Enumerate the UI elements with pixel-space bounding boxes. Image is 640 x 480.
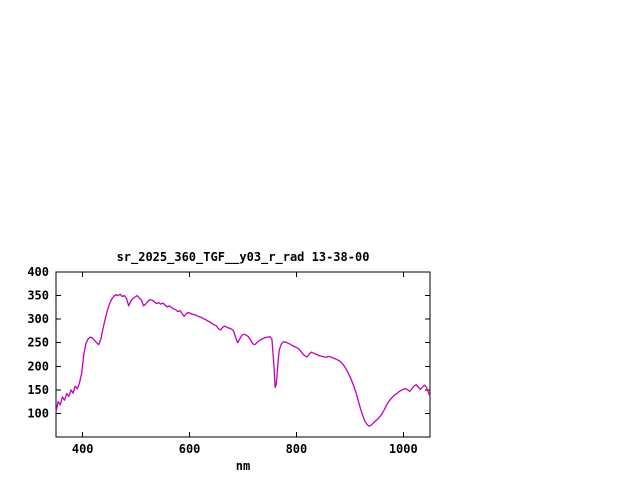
y-tick-label: 300 [27, 312, 49, 326]
x-tick-label: 600 [179, 442, 201, 456]
y-tick-label: 150 [27, 383, 49, 397]
y-tick-label: 200 [27, 359, 49, 373]
y-tick-label: 100 [27, 406, 49, 420]
x-tick-label: 400 [72, 442, 94, 456]
y-tick-label: 250 [27, 336, 49, 350]
spectrum-line [55, 293, 431, 427]
x-axis-label: nm [235, 459, 251, 473]
y-tick-label: 400 [27, 265, 49, 279]
x-tick-label: 800 [286, 442, 308, 456]
plot-border [55, 271, 431, 438]
y-tick-label: 350 [27, 289, 49, 303]
x-tick-label: 1000 [389, 442, 418, 456]
chart-title: sr_2025_360_TGF__y03_r_rad 13-38-00 [116, 250, 370, 264]
